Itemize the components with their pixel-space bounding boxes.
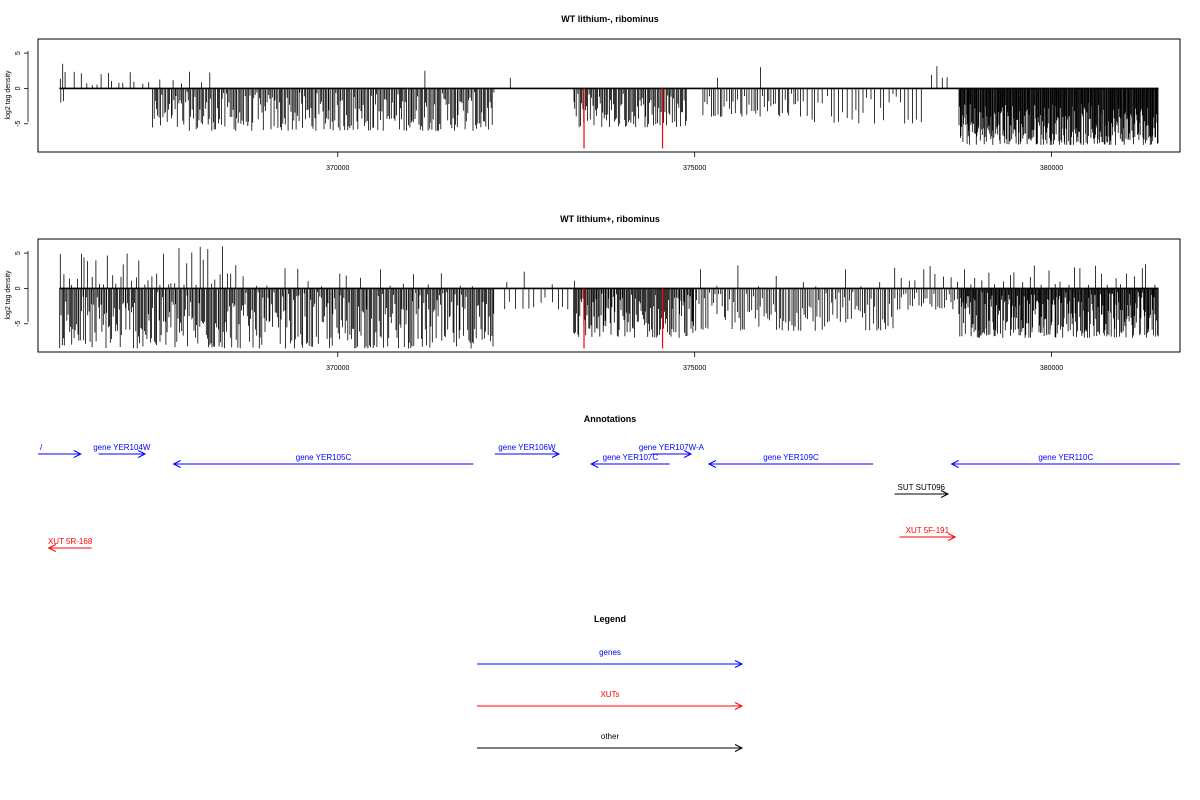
panel-2-yticks: -5 0 5 <box>15 251 28 327</box>
annotation-feature: SUT SUT096 <box>894 483 950 498</box>
legend-item: other <box>477 732 744 752</box>
legend-label: genes <box>599 648 621 657</box>
annotation-label: XUT 5F-191 <box>906 526 950 535</box>
y-tick-label: 0 <box>15 286 22 290</box>
annotation-arrow-head <box>73 450 82 458</box>
x-tick-label: 380000 <box>1040 365 1063 372</box>
annotation-label: / <box>40 443 43 452</box>
legend-arrow-head <box>734 702 744 710</box>
annotation-feature: gene YER106W <box>494 443 561 458</box>
annotation-label: SUT SUT096 <box>898 483 946 492</box>
panel-1-ylabel: log2 tag density <box>5 70 12 120</box>
legend-title: Legend <box>594 614 626 624</box>
legend-item: genes <box>477 648 744 668</box>
panel-1-bars <box>59 63 1159 149</box>
x-tick-label: 375000 <box>683 165 706 172</box>
panel-2-frame <box>37 238 1181 353</box>
x-tick-label: 375000 <box>683 365 706 372</box>
x-tick-label: 370000 <box>326 365 349 372</box>
annotation-arrow-head <box>551 450 561 458</box>
annotation-features: / gene YER104W gene YER105C gene YER106W gen… <box>38 443 1180 552</box>
legend-arrow-head <box>734 660 744 668</box>
annotation-arrow-head <box>172 460 181 468</box>
y-tick-label: -5 <box>15 321 22 327</box>
legend-label: other <box>601 732 620 741</box>
annotation-feature: / <box>38 443 82 458</box>
annotation-arrow-head <box>683 450 693 458</box>
panel-2-xaxis: 370000 375000 380000 <box>326 352 1063 372</box>
annotation-feature: gene YER110C <box>950 453 1180 468</box>
y-tick-label: -5 <box>15 121 22 127</box>
annotations-title: Annotations <box>584 414 637 424</box>
annotation-label: gene YER107C <box>603 453 659 462</box>
annotation-arrow-head <box>940 490 950 498</box>
annotation-label: gene YER110C <box>1038 453 1093 462</box>
x-tick-label: 370000 <box>326 165 349 172</box>
annotation-label: XUT 5R-168 <box>48 537 93 546</box>
annotation-feature: gene YER107C <box>590 453 670 468</box>
annotation-label: gene YER109C <box>763 453 819 462</box>
panel-1-yaxis: log2 tag density <box>5 51 29 122</box>
y-tick-label: 0 <box>15 86 22 90</box>
annotation-arrow-head <box>137 450 147 458</box>
legend-panel: Legend genes XUTs other <box>477 614 744 752</box>
panel-1-xaxis: 370000 375000 380000 <box>326 152 1063 172</box>
legend-items: genes XUTs other <box>477 648 744 752</box>
annotation-label: gene YER104W <box>93 443 151 452</box>
annotation-arrow-head <box>950 460 959 468</box>
legend-label: XUTs <box>600 690 619 699</box>
annotation-feature: gene YER109C <box>707 453 874 468</box>
annotation-label: gene YER107W-A <box>639 443 705 452</box>
panel-1-title: WT lithium-, ribominus <box>561 14 659 24</box>
panel-1-yticks: -5 0 5 <box>15 51 28 127</box>
panel-1-frame <box>37 38 1181 153</box>
panel-2-yaxis: log2 tag density <box>5 251 29 322</box>
annotation-label: gene YER106W <box>498 443 556 452</box>
annotation-arrow-head <box>707 460 717 468</box>
annotation-label: gene YER105C <box>296 453 352 462</box>
panel-2-bars <box>59 246 1159 349</box>
annotation-arrow-head <box>947 533 957 541</box>
annotation-feature: XUT 5F-191 <box>899 526 957 541</box>
panel-1: WT lithium-, ribominus log2 tag density … <box>5 14 1181 172</box>
annotation-feature: XUT 5R-168 <box>47 537 93 552</box>
legend-arrow-head <box>734 744 744 752</box>
annotation-feature: gene YER104W <box>93 443 151 458</box>
panel-2-ylabel: log2 tag density <box>5 270 12 320</box>
annotation-feature: gene YER105C <box>172 453 474 468</box>
annotation-feature: gene YER107W-A <box>639 443 705 458</box>
panel-2-title: WT lithium+, ribominus <box>560 214 660 224</box>
annotations-panel: Annotations / gene YER104W gene YER105C gen… <box>38 414 1180 552</box>
y-tick-label: 5 <box>15 51 22 55</box>
annotation-arrow-head <box>47 544 56 552</box>
panel-2: WT lithium+, ribominus log2 tag density … <box>5 214 1181 372</box>
x-tick-label: 380000 <box>1040 165 1063 172</box>
legend-item: XUTs <box>477 690 744 710</box>
annotation-arrow-head <box>590 460 599 468</box>
y-tick-label: 5 <box>15 251 22 255</box>
